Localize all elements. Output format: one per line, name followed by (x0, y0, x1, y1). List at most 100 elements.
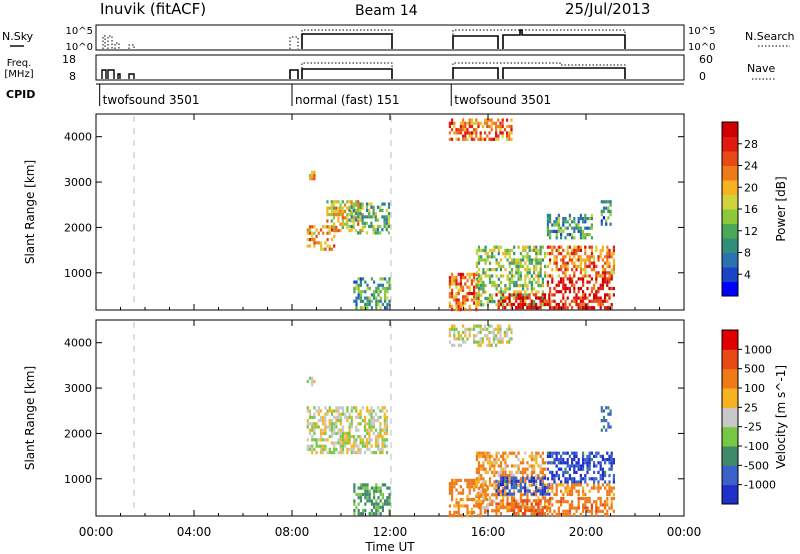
data-cell (606, 293, 609, 297)
data-cell (506, 499, 509, 503)
data-cell (362, 277, 365, 281)
data-cell (577, 506, 580, 510)
data-cell (584, 252, 587, 256)
data-cell (466, 295, 469, 299)
data-cell (528, 508, 531, 512)
data-cell (588, 261, 591, 265)
data-cell (579, 286, 582, 291)
data-cell (573, 248, 576, 252)
data-cell (607, 412, 610, 416)
data-cell (608, 248, 611, 252)
data-cell (359, 299, 362, 303)
data-cell (530, 280, 533, 284)
data-cell (612, 474, 615, 478)
data-cell (582, 477, 585, 481)
data-cell (604, 280, 607, 284)
data-cell (359, 435, 362, 439)
data-cell (610, 467, 613, 471)
data-cell (364, 489, 367, 493)
data-cell (464, 295, 467, 299)
data-cell (524, 502, 527, 506)
data-cell (553, 261, 556, 265)
data-cell (364, 492, 367, 497)
data-cell (533, 268, 536, 272)
data-cell (546, 506, 549, 510)
data-cell (595, 296, 598, 300)
data-cell (599, 306, 602, 310)
data-cell (606, 299, 609, 303)
data-cell (488, 330, 491, 335)
data-cell (582, 217, 585, 221)
data-cell (468, 131, 471, 135)
data-cell (370, 306, 373, 310)
data-cell (448, 131, 451, 135)
data-cell (366, 306, 369, 310)
data-cell (588, 233, 591, 237)
data-cell (486, 327, 489, 331)
data-cell (519, 477, 522, 481)
data-cell (451, 295, 454, 299)
data-cell (595, 293, 598, 297)
data-cell (384, 299, 387, 303)
data-cell (582, 454, 585, 458)
data-cell (533, 271, 536, 275)
data-cell (315, 438, 318, 442)
data-cell (375, 483, 378, 487)
data-cell (539, 464, 542, 468)
data-cell (484, 324, 487, 328)
data-cell (512, 505, 516, 509)
data-cell (477, 451, 481, 455)
data-cell (526, 252, 529, 256)
data-cell (374, 435, 378, 439)
data-cell (562, 229, 565, 233)
data-cell (506, 124, 509, 129)
data-cell (551, 477, 554, 481)
data-cell (482, 490, 485, 494)
data-cell (597, 290, 600, 294)
data-cell (475, 277, 478, 281)
data-cell (497, 340, 500, 344)
data-cell (357, 277, 360, 281)
data-cell (344, 435, 347, 439)
data-cell (344, 412, 347, 416)
data-cell (582, 458, 585, 462)
data-cell (484, 483, 487, 487)
data-cell (610, 506, 613, 510)
data-cell (524, 261, 527, 265)
data-cell (343, 203, 347, 207)
data-cell (513, 245, 516, 249)
data-cell (553, 461, 556, 465)
data-cell (354, 218, 358, 222)
data-cell (524, 248, 527, 252)
data-cell (515, 486, 518, 490)
data-cell (451, 121, 454, 125)
data-cell (335, 209, 338, 213)
data-cell (606, 512, 609, 517)
data-cell (539, 302, 542, 306)
data-cell (522, 461, 525, 465)
data-cell (506, 277, 509, 281)
data-cell (488, 324, 491, 328)
data-cell (546, 461, 549, 465)
data-cell (582, 233, 585, 237)
data-cell (477, 287, 481, 291)
data-cell (546, 245, 549, 249)
data-cell (451, 324, 454, 328)
data-cell (480, 293, 483, 297)
data-cell (506, 492, 509, 496)
data-cell (508, 277, 511, 281)
data-cell (504, 299, 507, 303)
data-cell (506, 287, 509, 291)
data-cell (555, 248, 558, 252)
data-cell (524, 255, 527, 259)
data-cell (499, 512, 502, 516)
data-cell (344, 415, 347, 419)
data-cell (599, 496, 602, 501)
data-cell (610, 461, 613, 465)
colorbar-tick-label: -500 (744, 459, 769, 472)
data-cell (510, 337, 513, 341)
data-cell (308, 376, 312, 380)
data-cell (535, 502, 538, 506)
data-cell (607, 406, 610, 410)
data-cell (510, 464, 514, 468)
